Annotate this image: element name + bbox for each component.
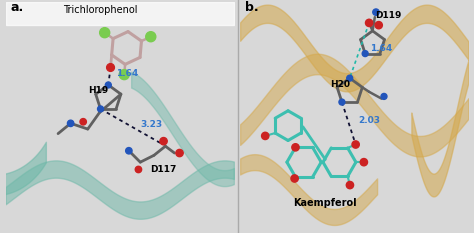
Circle shape <box>352 141 359 148</box>
Circle shape <box>347 75 353 81</box>
Circle shape <box>119 70 129 80</box>
Text: H20: H20 <box>330 80 350 89</box>
Circle shape <box>160 137 167 145</box>
Circle shape <box>346 182 354 189</box>
Circle shape <box>67 120 74 127</box>
Circle shape <box>135 166 142 173</box>
Circle shape <box>107 64 114 71</box>
Circle shape <box>292 144 299 151</box>
Circle shape <box>105 82 111 88</box>
Circle shape <box>381 93 387 99</box>
Text: 1.64: 1.64 <box>370 44 392 52</box>
Text: D119: D119 <box>375 11 401 20</box>
Text: Trichlorophenol: Trichlorophenol <box>63 5 137 15</box>
Circle shape <box>360 158 367 166</box>
Circle shape <box>373 9 379 15</box>
Circle shape <box>126 147 132 154</box>
Circle shape <box>375 21 383 29</box>
Circle shape <box>362 51 368 57</box>
Text: b.: b. <box>245 1 258 14</box>
Text: 2.03: 2.03 <box>358 116 380 125</box>
Text: D117: D117 <box>151 165 177 175</box>
Circle shape <box>176 149 183 157</box>
Text: 3.23: 3.23 <box>140 120 162 129</box>
Circle shape <box>146 32 156 42</box>
Circle shape <box>100 28 109 38</box>
Circle shape <box>98 106 103 112</box>
Text: Kaempferol: Kaempferol <box>292 198 356 208</box>
Circle shape <box>80 119 86 125</box>
Text: H19: H19 <box>88 86 109 95</box>
Text: 1.64: 1.64 <box>116 69 138 78</box>
Circle shape <box>291 175 298 182</box>
Circle shape <box>262 132 269 140</box>
Circle shape <box>365 19 373 27</box>
Text: a.: a. <box>10 1 23 14</box>
Circle shape <box>339 99 345 105</box>
